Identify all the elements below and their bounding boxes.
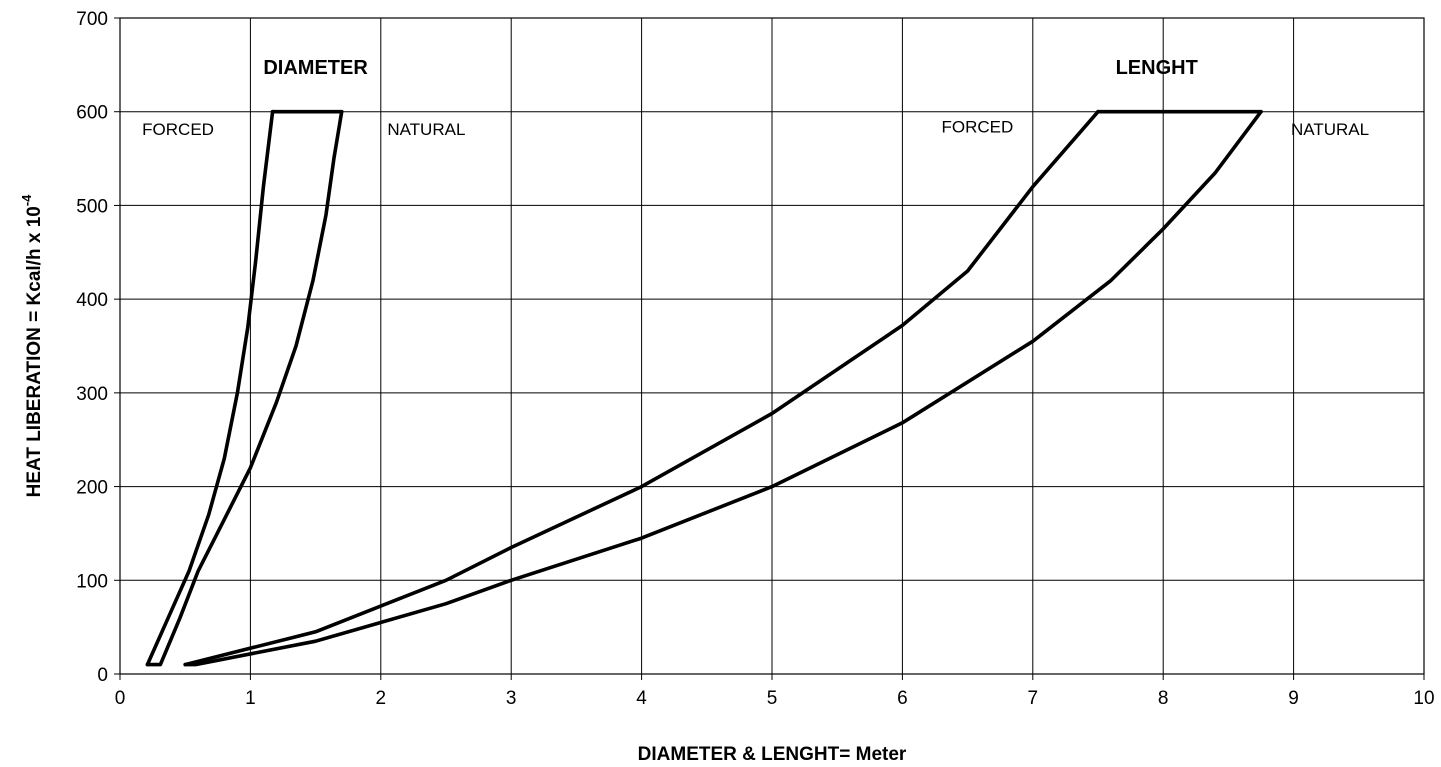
x-tick-label: 8 <box>1158 688 1169 709</box>
y-tick-label: 500 <box>76 196 108 217</box>
x-tick-label: 5 <box>767 688 778 709</box>
x-tick-label: 7 <box>1028 688 1039 709</box>
y-tick-label: 200 <box>76 478 108 499</box>
mode-label: FORCED <box>942 117 1014 136</box>
y-tick-label: 300 <box>76 384 108 405</box>
series-line-2 <box>145 109 275 667</box>
x-tick-label: 10 <box>1413 688 1434 709</box>
y-tick-label: 0 <box>97 665 108 686</box>
y-axis-title-base: HEAT LIBERATION = Kcal/h x 10 <box>24 206 45 497</box>
y-tick-label: 100 <box>76 571 108 592</box>
x-tick-label: 9 <box>1288 688 1299 709</box>
y-tick-label: 400 <box>76 290 108 311</box>
annotation-layer: DIAMETER LENGHT FORCED NATURAL FORCED NATURAL <box>142 57 1369 139</box>
y-tick-label: 600 <box>76 103 108 124</box>
x-tick-label: 6 <box>897 688 908 709</box>
x-tick-labels: 0 1 2 3 4 5 6 7 8 9 10 <box>115 674 1435 709</box>
x-axis-title: DIAMETER & LENGHT= Meter <box>638 744 907 765</box>
y-tick-label: 700 <box>76 9 108 30</box>
y-axis-title-exponent: -4 <box>19 194 34 206</box>
curve-layer <box>145 109 1263 667</box>
group-label: DIAMETER <box>263 57 368 79</box>
mode-label: FORCED <box>142 120 214 139</box>
x-tick-label: 4 <box>636 688 647 709</box>
series-line-5 <box>183 109 1100 667</box>
mode-label: NATURAL <box>1291 120 1369 139</box>
series-line-4 <box>183 109 1263 667</box>
x-tick-label: 2 <box>376 688 387 709</box>
grid-layer <box>119 17 1425 675</box>
mode-label: NATURAL <box>387 120 465 139</box>
x-tick-label: 3 <box>506 688 517 709</box>
series-line-1 <box>145 109 344 667</box>
y-tick-labels: 0 100 200 300 400 500 600 700 <box>76 9 120 686</box>
x-tick-label: 1 <box>245 688 256 709</box>
x-tick-label: 0 <box>115 688 126 709</box>
y-axis-title: HEAT LIBERATION = Kcal/h x 10-4 <box>19 194 45 498</box>
group-label: LENGHT <box>1116 57 1198 79</box>
